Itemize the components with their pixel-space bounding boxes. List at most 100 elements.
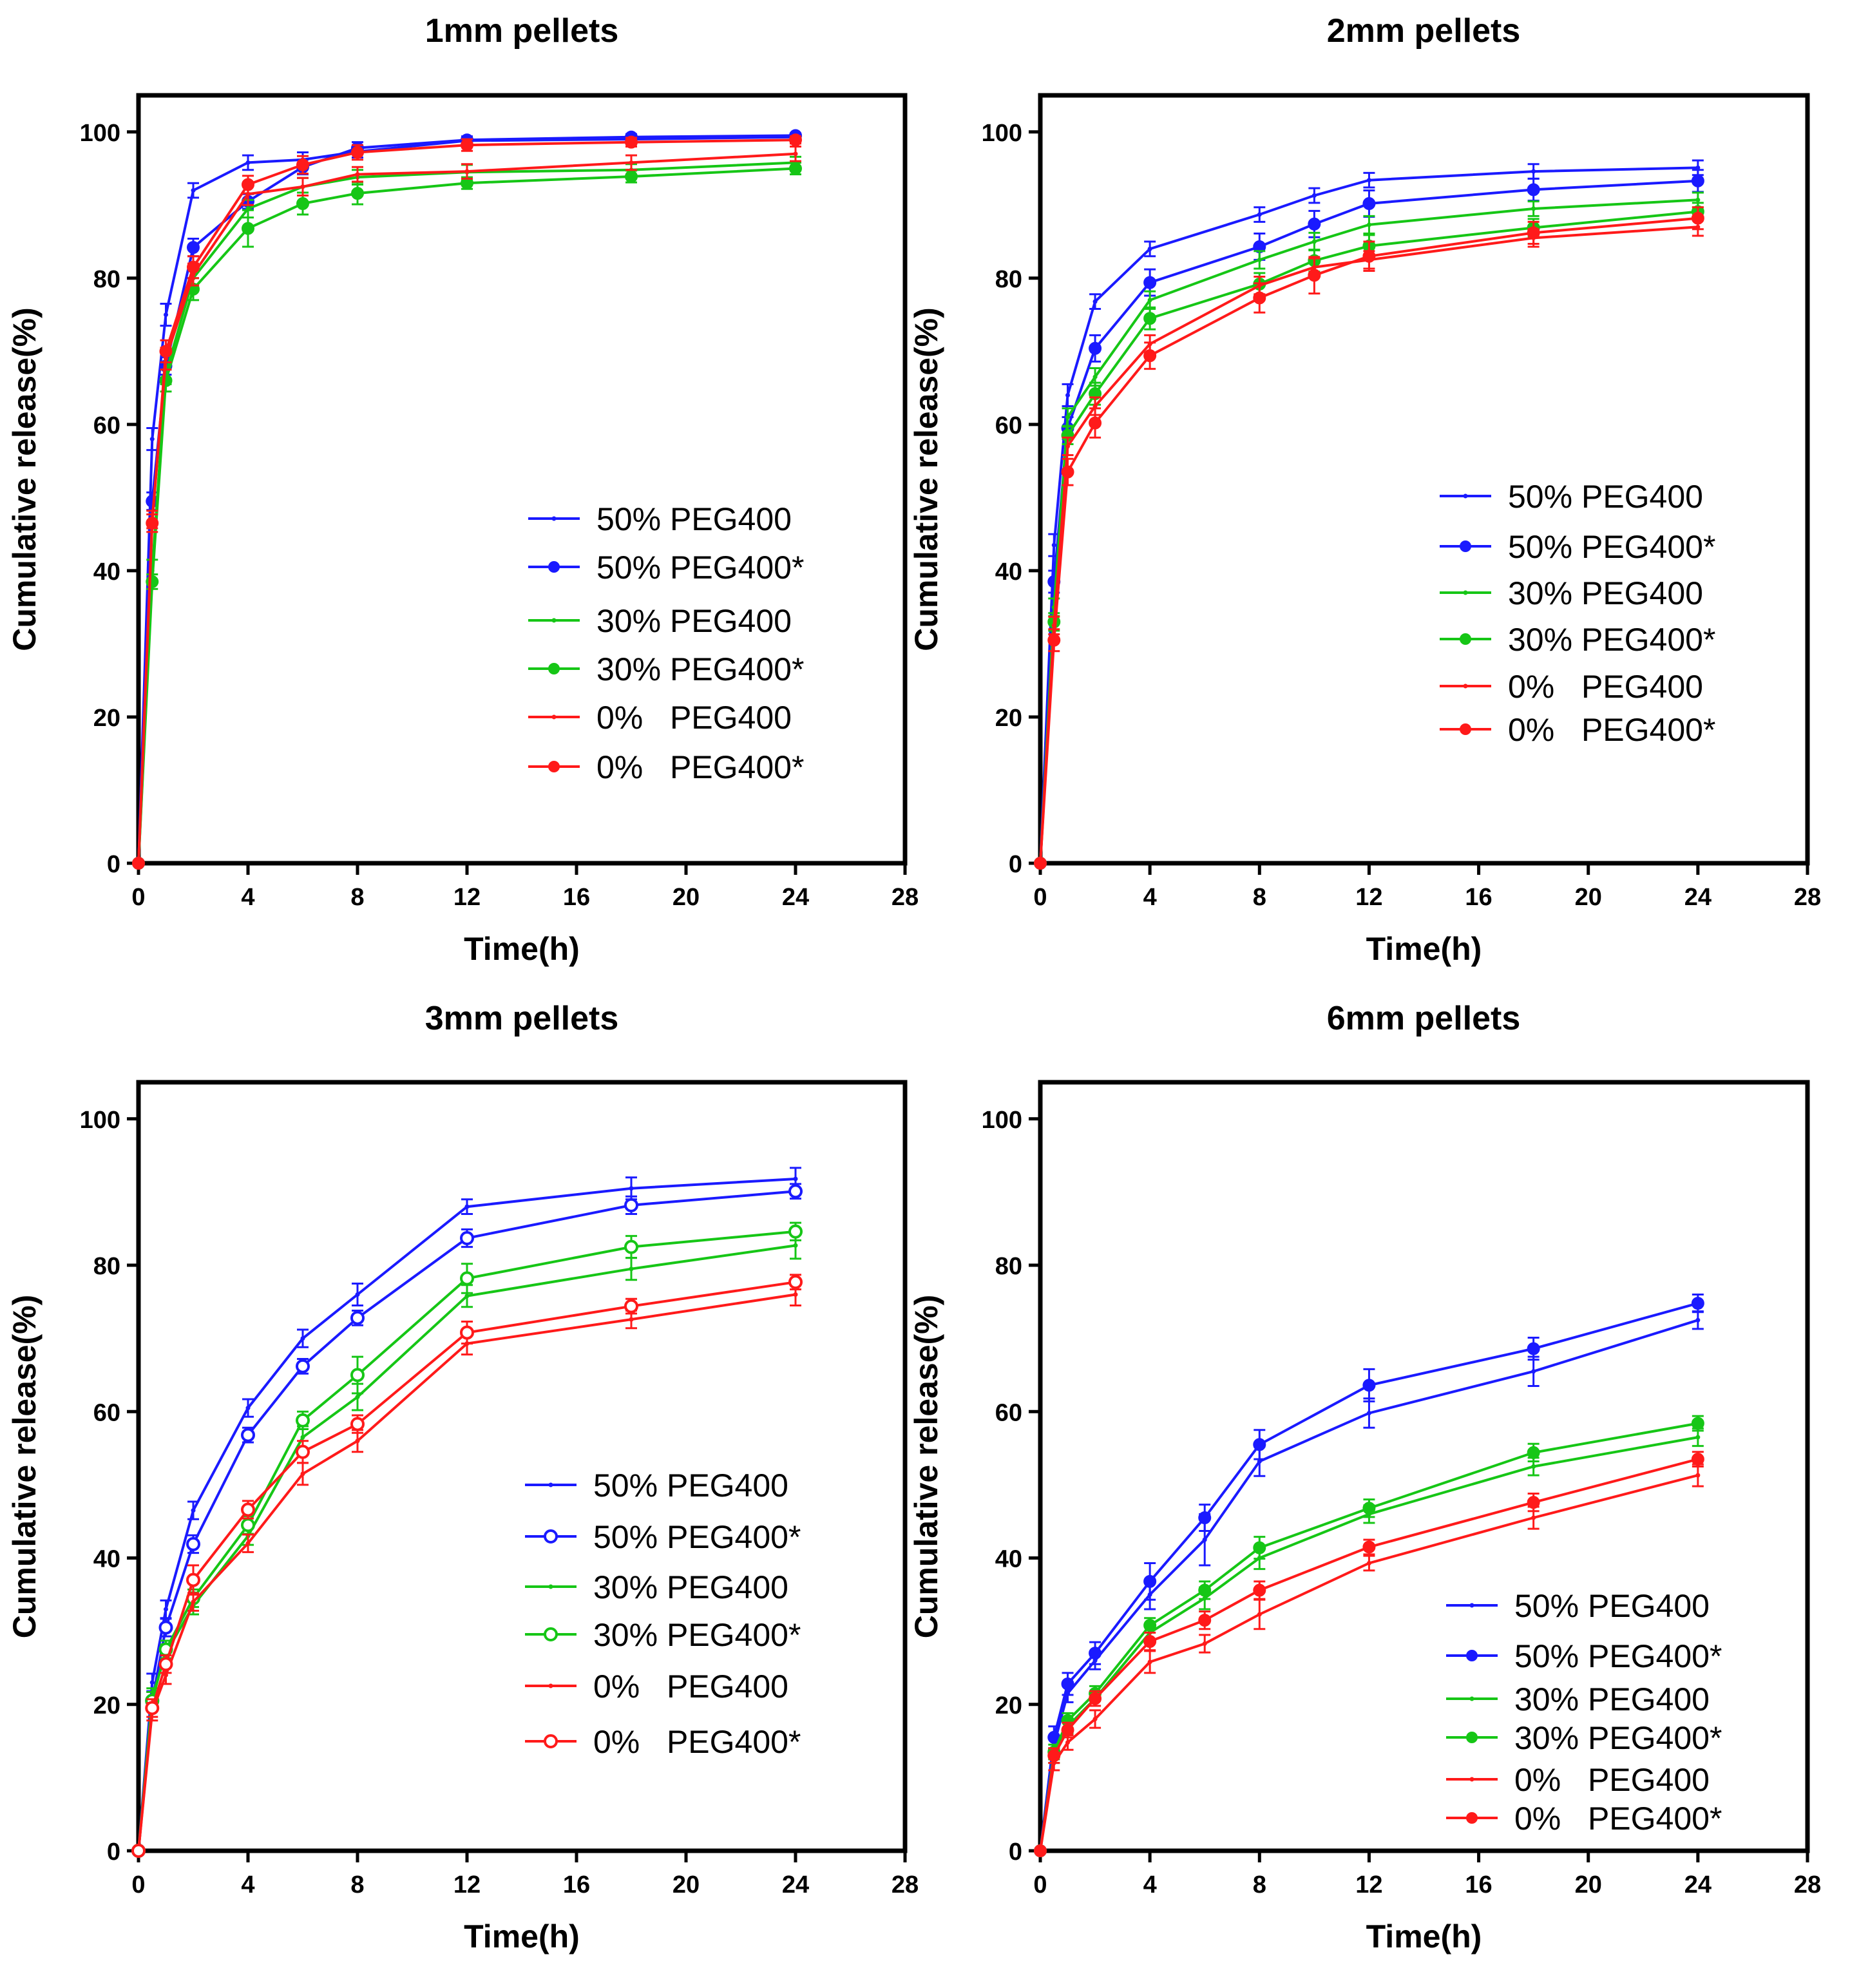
data-point: [1143, 1574, 1157, 1588]
legend-item: 0% PEG400*: [1440, 712, 1715, 748]
data-point: [1089, 1692, 1102, 1705]
data-point: [1531, 1515, 1536, 1520]
data-point: [1089, 416, 1102, 430]
data-point: [296, 158, 309, 171]
data-point: [1202, 1537, 1207, 1542]
plot-frame: [136, 1080, 908, 1853]
legend-label: 50% PEG400: [593, 1467, 788, 1504]
series-line: [1039, 216, 1699, 864]
data-point: [1527, 226, 1540, 240]
legend-label: 50% PEG400: [1514, 1588, 1710, 1624]
data-point: [1253, 1541, 1266, 1554]
data-point: [460, 1271, 474, 1286]
legend-swatch-marker: [1463, 493, 1468, 499]
legend-label: 0% PEG400*: [596, 749, 804, 785]
x-tick-label: 0: [131, 884, 145, 911]
legend-swatch-marker: [544, 1529, 558, 1544]
y-tick-label: 0: [107, 1839, 120, 1866]
legend-item: 0% PEG400: [1446, 1762, 1710, 1798]
data-point: [1047, 633, 1061, 647]
legend-label: 50% PEG400*: [1508, 529, 1715, 565]
x-tick-label: 28: [892, 884, 919, 911]
data-point: [1253, 1583, 1266, 1597]
series-6: [1034, 206, 1704, 870]
plot-frame: [1038, 1080, 1810, 1853]
series-line: [1039, 1474, 1699, 1851]
data-point: [1362, 249, 1376, 263]
legend-item: 30% PEG400*: [525, 1617, 801, 1653]
data-point: [624, 1239, 638, 1254]
data-point: [793, 1292, 798, 1297]
x-tick-label: 0: [1033, 1871, 1047, 1898]
y-tick-label: 40: [995, 559, 1022, 586]
data-point: [1695, 1435, 1701, 1440]
chart-title: 2mm pellets: [1327, 12, 1521, 50]
data-point: [187, 241, 200, 254]
data-point: [793, 1243, 798, 1248]
chart-panel-3: 3mm pellets 0 4 8 12 16 20 24 28 0 20 40 60 80 100 Time…: [6, 1000, 919, 1955]
data-point: [159, 374, 173, 387]
data-point: [164, 312, 168, 318]
series-line: [137, 1178, 796, 1851]
data-point: [1257, 257, 1262, 262]
data-point: [1308, 217, 1321, 231]
data-point: [350, 1310, 365, 1325]
x-tick-label: 12: [453, 884, 481, 911]
data-point: [460, 1325, 474, 1340]
data-point: [625, 135, 638, 149]
data-point: [629, 1266, 634, 1272]
x-tick-label: 8: [1253, 884, 1266, 911]
chart-panel-4: 6mm pellets 0 4 8 12 16 20 24 28 0 20 40 60 80 100 Time…: [908, 1000, 1821, 1955]
legend-swatch-marker: [1466, 1650, 1478, 1661]
x-tick-label: 12: [453, 1871, 481, 1898]
x-axis-label: Time(h): [1366, 931, 1482, 967]
data-point: [242, 178, 254, 191]
data-point: [351, 187, 364, 200]
data-point: [1257, 212, 1262, 217]
data-point: [187, 260, 200, 274]
legend-label: 0% PEG400*: [1514, 1801, 1722, 1837]
y-tick-label: 60: [995, 1399, 1022, 1426]
data-point: [355, 1292, 360, 1297]
data-point: [1143, 276, 1157, 289]
y-tick-label: 60: [995, 412, 1022, 439]
series-line: [137, 1281, 796, 1851]
data-point: [245, 160, 251, 165]
plot-frame: [1038, 93, 1810, 866]
chart-title: 3mm pellets: [425, 1000, 619, 1037]
y-tick-label: 20: [93, 705, 120, 732]
plot-frame: [136, 93, 908, 866]
series-6: [1034, 1451, 1704, 1857]
legend-swatch-marker: [1466, 1812, 1478, 1824]
data-point: [1198, 1583, 1212, 1597]
data-point: [1311, 193, 1317, 198]
data-point: [1695, 1473, 1701, 1478]
series-line: [137, 139, 796, 864]
data-point: [191, 188, 196, 193]
legend-item: 50% PEG400: [525, 1467, 788, 1504]
data-point: [624, 1299, 638, 1314]
series-line: [137, 167, 796, 864]
data-point: [788, 1275, 803, 1290]
data-point: [245, 1406, 251, 1411]
data-point: [629, 1186, 634, 1191]
data-point: [1061, 1677, 1074, 1690]
x-tick-label: 16: [1465, 1871, 1492, 1898]
legend-swatch-marker: [1469, 1777, 1474, 1782]
series-5: [136, 1282, 801, 1853]
data-point: [300, 184, 305, 189]
data-point: [1366, 222, 1371, 227]
legend-label: 50% PEG400: [596, 501, 792, 537]
data-point: [1531, 1369, 1536, 1374]
x-tick-label: 28: [892, 1871, 919, 1898]
data-point: [186, 1572, 200, 1587]
x-tick-label: 8: [350, 1871, 364, 1898]
x-tick-label: 24: [782, 884, 809, 911]
data-point: [296, 1359, 310, 1373]
y-tick-label: 40: [93, 1546, 120, 1573]
data-point: [241, 1502, 255, 1517]
data-point: [624, 1198, 638, 1212]
